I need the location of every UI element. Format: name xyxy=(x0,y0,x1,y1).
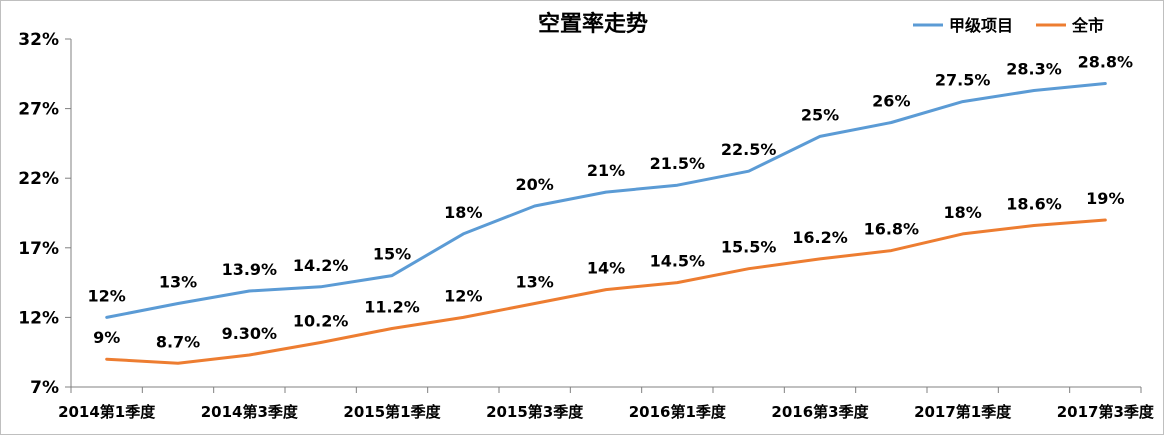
legend-label: 全市 xyxy=(1071,16,1104,35)
data-label: 27.5% xyxy=(935,71,991,90)
data-label: 25% xyxy=(801,105,839,124)
y-tick-label: 12% xyxy=(18,308,59,328)
data-label: 12% xyxy=(88,286,126,305)
y-tick-label: 22% xyxy=(18,169,59,189)
y-tick-label: 32% xyxy=(18,30,59,50)
data-label: 18% xyxy=(444,203,482,222)
y-axis: 7% 12% 17% 22% 27% 32% xyxy=(18,30,72,398)
x-tick-label: 2015第3季度 xyxy=(486,403,584,421)
chart-title: 空置率走势 xyxy=(538,11,648,37)
data-label: 15.5% xyxy=(721,238,777,257)
x-axis: 2014第1季度 2014第3季度 2015第1季度 2015第3季度 2016第1季度… xyxy=(58,386,1155,421)
y-tick-label: 17% xyxy=(18,239,59,259)
x-tick-label: 2015第1季度 xyxy=(343,403,441,421)
x-tick-label: 2016第1季度 xyxy=(629,403,727,421)
data-label: 9% xyxy=(93,328,120,347)
data-label: 21.5% xyxy=(650,154,706,173)
series-layer xyxy=(105,82,1107,365)
y-tick-label: 7% xyxy=(30,378,59,398)
data-label: 21% xyxy=(587,161,625,180)
data-label: 22.5% xyxy=(721,140,777,159)
data-label: 13.9% xyxy=(222,260,278,279)
data-label: 19% xyxy=(1086,189,1124,208)
data-label: 28.8% xyxy=(1078,53,1134,72)
data-label: 13% xyxy=(159,272,197,291)
data-label: 18% xyxy=(944,203,982,222)
data-label: 13% xyxy=(516,272,554,291)
data-label: 16.8% xyxy=(864,220,920,239)
data-label: 28.3% xyxy=(1006,60,1062,79)
x-tick-label: 2016第3季度 xyxy=(771,403,869,421)
data-label: 16.2% xyxy=(792,228,848,247)
data-label: 14% xyxy=(587,259,625,278)
data-label: 20% xyxy=(516,175,554,194)
legend-label: 甲级项目 xyxy=(949,16,1013,35)
data-label: 18.6% xyxy=(1006,195,1062,214)
y-tick-label: 27% xyxy=(18,100,59,120)
x-tick-label: 2014第1季度 xyxy=(58,403,156,421)
x-tick-label: 2014第3季度 xyxy=(201,403,299,421)
data-label: 11.2% xyxy=(364,298,420,317)
x-tick-label: 2017第3季度 xyxy=(1057,403,1155,421)
data-label: 9.30% xyxy=(222,324,278,343)
data-label: 12% xyxy=(444,286,482,305)
data-label: 8.7% xyxy=(156,332,200,351)
series-line-2 xyxy=(105,218,1107,365)
data-label: 14.2% xyxy=(293,256,349,275)
data-label: 10.2% xyxy=(293,311,349,330)
data-label: 15% xyxy=(373,245,411,264)
data-label: 14.5% xyxy=(650,252,706,271)
legend: 甲级项目 全市 xyxy=(913,16,1104,35)
data-label: 26% xyxy=(872,92,910,111)
series-line-1 xyxy=(105,82,1107,319)
data-label-layer: 12% 13% 13.9% 14.2% 15% 18% 20% 21% 21.5% 22.5% 25… xyxy=(88,53,1134,352)
x-tick-label: 2017第1季度 xyxy=(914,403,1012,421)
